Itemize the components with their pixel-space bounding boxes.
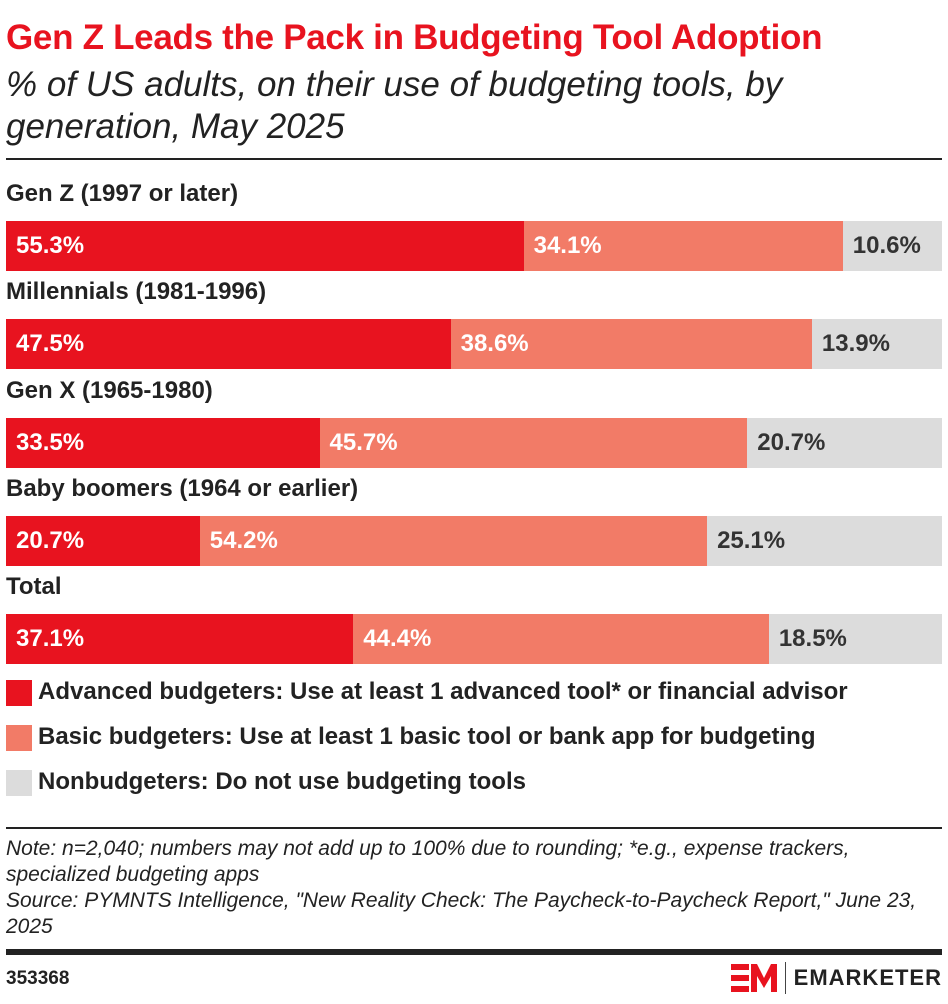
data-label: 25.1% <box>717 526 786 554</box>
data-label: 47.5% <box>16 330 85 358</box>
bar-segment <box>6 417 320 468</box>
legend-label: Advanced budgeters: Use at least 1 advan… <box>38 678 848 705</box>
footer-bar <box>6 949 942 955</box>
data-label: 18.5% <box>778 625 847 653</box>
notes: Note: n=2,040; numbers may not add up to… <box>6 836 936 940</box>
bar-segment <box>353 614 769 665</box>
bar-segment <box>747 417 942 468</box>
bar-segment <box>707 515 942 566</box>
bar-segment <box>811 319 942 370</box>
legend-swatch <box>6 680 32 706</box>
category-label: Millennials (1981-1996) <box>6 278 267 306</box>
data-label: 20.7% <box>757 428 826 456</box>
legend-label: Nonbudgeters: Do not use budgeting tools <box>38 768 526 795</box>
bar-segment <box>6 515 200 566</box>
data-label: 13.9% <box>821 330 890 358</box>
bar-segment <box>768 614 942 665</box>
category-label: Gen Z (1997 or later) <box>6 180 239 207</box>
data-label: 44.4% <box>363 625 432 653</box>
chart-id: 353368 <box>6 968 70 989</box>
note-text: Note: n=2,040; numbers may not add up to… <box>6 837 850 886</box>
bar-segment <box>6 319 451 370</box>
data-label: 55.3% <box>16 232 85 259</box>
category-label: Baby boomers (1964 or earlier) <box>6 474 359 502</box>
data-label: 54.2% <box>209 526 278 554</box>
bar-segment <box>6 221 524 271</box>
legend-swatch <box>6 770 32 796</box>
legend-swatch <box>6 725 32 751</box>
divider <box>6 827 942 829</box>
data-label: 37.1% <box>16 625 85 653</box>
chart-subtitle: % of US adults, on their use of budgetin… <box>6 65 783 146</box>
legend-label: Basic budgeters: Use at least 1 basic to… <box>38 723 816 750</box>
data-label: 20.7% <box>16 526 85 554</box>
data-label: 33.5% <box>16 428 85 456</box>
em-logo-icon <box>730 964 777 992</box>
bar-segment <box>450 319 812 370</box>
bar-segment <box>6 614 354 665</box>
data-label: 45.7% <box>329 428 398 456</box>
data-label: 34.1% <box>533 232 602 259</box>
logo-text: EMARKETER <box>793 965 942 990</box>
bar-segment <box>523 221 843 271</box>
emarketer-logo: EMARKETER <box>730 962 942 994</box>
divider <box>6 158 942 160</box>
data-label: 10.6% <box>852 232 921 259</box>
bar-segment <box>199 515 708 566</box>
source-text: Source: PYMNTS Intelligence, "New Realit… <box>6 889 917 938</box>
data-label: 38.6% <box>460 330 529 358</box>
chart-title: Gen Z Leads the Pack in Budgeting Tool A… <box>6 18 823 57</box>
category-label: Total <box>6 573 62 601</box>
category-label: Gen X (1965-1980) <box>6 376 213 404</box>
bar-segment <box>842 221 942 271</box>
bar-segment <box>319 417 748 468</box>
